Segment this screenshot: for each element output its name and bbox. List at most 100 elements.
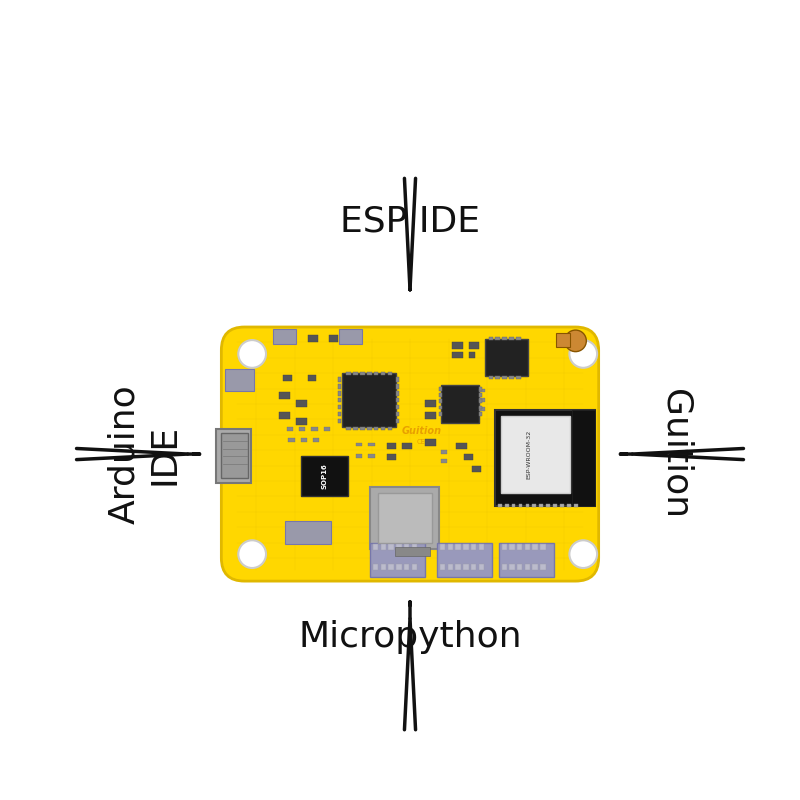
Bar [381, 544, 386, 550]
Bar [367, 427, 371, 430]
Bar [439, 394, 442, 397]
Bar [353, 427, 358, 430]
Text: ESP-WROOM-32: ESP-WROOM-32 [527, 430, 532, 479]
Bar [471, 544, 476, 550]
Bar [463, 564, 469, 570]
Bar [370, 487, 439, 549]
Bar [387, 454, 396, 460]
Bar [324, 427, 330, 431]
Bar [495, 337, 500, 340]
Bar [338, 412, 341, 416]
Bar [567, 504, 571, 507]
Bar [387, 442, 396, 449]
Bar [374, 372, 378, 374]
Bar [378, 493, 431, 542]
Bar [389, 564, 394, 570]
Bar [222, 434, 248, 478]
Bar [478, 544, 484, 550]
Bar [346, 427, 350, 430]
Bar [296, 418, 307, 425]
Bar [338, 377, 341, 382]
Bar [286, 521, 331, 544]
Bar [533, 564, 538, 570]
Bar [342, 373, 396, 427]
Bar [283, 374, 292, 381]
Bar [381, 427, 386, 430]
Bar [226, 370, 254, 391]
Bar [381, 564, 386, 570]
Bar [479, 387, 482, 391]
Text: Guition: Guition [402, 426, 442, 436]
Bar [525, 544, 530, 550]
Bar [472, 466, 481, 472]
Circle shape [570, 540, 597, 568]
Bar [396, 412, 399, 416]
Bar [456, 442, 467, 450]
Text: CE: CE [417, 439, 426, 446]
Bar [441, 459, 447, 463]
Bar [455, 564, 461, 570]
Bar [554, 504, 557, 507]
Bar [396, 377, 399, 382]
Bar [505, 504, 509, 507]
Bar [301, 438, 307, 442]
Bar [479, 399, 482, 403]
Bar [479, 406, 482, 410]
Circle shape [570, 340, 597, 368]
Bar [498, 542, 554, 578]
Bar [356, 454, 362, 458]
Bar [353, 372, 358, 374]
Bar [525, 564, 530, 570]
Bar [388, 372, 392, 374]
Bar [373, 544, 378, 550]
Bar [346, 372, 350, 374]
Bar [539, 504, 543, 507]
Bar [572, 410, 595, 506]
Bar [279, 393, 290, 399]
Bar [381, 372, 386, 374]
Bar [308, 334, 318, 342]
Bar [308, 374, 316, 381]
Bar [479, 398, 486, 402]
Bar [479, 389, 486, 393]
Bar [510, 544, 514, 550]
Bar [489, 375, 493, 378]
Bar [329, 334, 338, 342]
Text: ESP IDE: ESP IDE [340, 205, 480, 238]
Bar [367, 372, 371, 374]
Bar [464, 454, 473, 460]
Bar [369, 442, 374, 446]
Bar [526, 504, 530, 507]
Bar [452, 352, 463, 358]
Bar [498, 504, 502, 507]
Bar [455, 544, 461, 550]
Bar [533, 544, 538, 550]
Bar [411, 564, 417, 570]
Bar [439, 387, 442, 391]
Circle shape [238, 340, 266, 368]
Bar [389, 544, 394, 550]
FancyBboxPatch shape [222, 327, 598, 581]
Text: Arduino
IDE: Arduino IDE [108, 384, 181, 524]
Bar [396, 564, 402, 570]
Bar [540, 564, 546, 570]
Text: Guition: Guition [658, 389, 693, 519]
Bar [479, 407, 486, 411]
Bar [426, 400, 436, 407]
Bar [510, 337, 514, 340]
Bar [502, 337, 507, 340]
Bar [426, 412, 436, 418]
Bar [216, 429, 250, 482]
Bar [471, 564, 476, 570]
Bar [440, 544, 446, 550]
Bar [452, 342, 463, 349]
Bar [374, 427, 378, 430]
Bar [373, 564, 378, 570]
Bar [301, 456, 349, 496]
Bar [533, 504, 536, 507]
Bar [516, 337, 521, 340]
Bar [339, 329, 362, 344]
Bar [486, 338, 528, 375]
Bar [440, 564, 446, 570]
Bar [439, 399, 442, 403]
